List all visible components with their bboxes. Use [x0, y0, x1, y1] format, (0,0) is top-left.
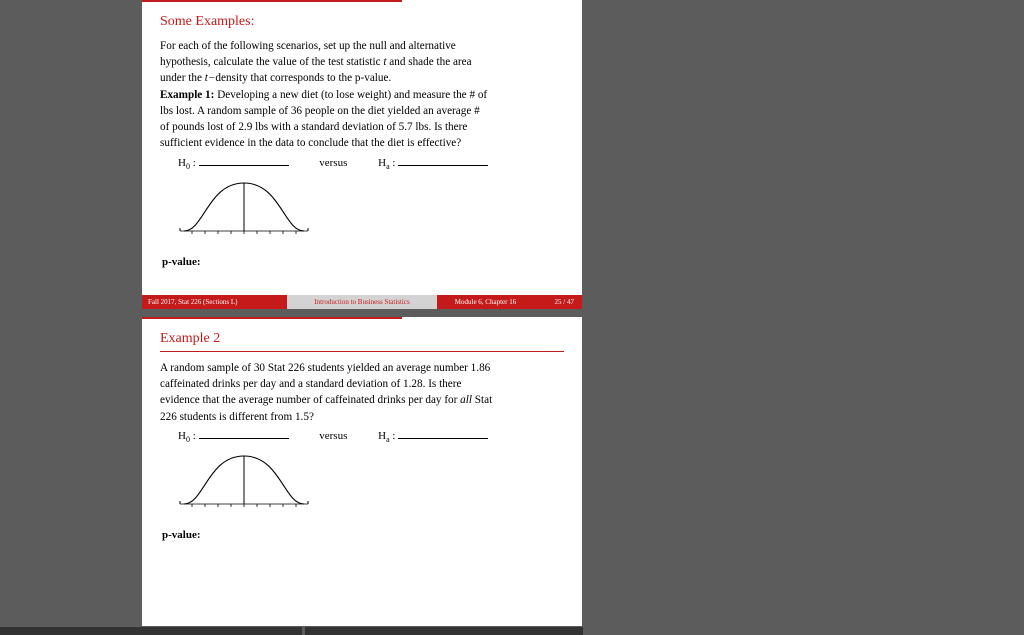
- footer-mid: Introduction to Business Statistics: [287, 295, 437, 309]
- text: lbs lost. A random sample of 36 people o…: [160, 105, 480, 117]
- text: H: [178, 157, 186, 169]
- bottom-bar-right: [305, 627, 583, 635]
- text: :: [190, 430, 199, 442]
- ha-symbol: Ha: [378, 430, 390, 442]
- text: :: [190, 157, 199, 169]
- p-value-label: p-value:: [162, 529, 564, 541]
- text-italic: all: [460, 394, 472, 406]
- hypothesis-row: H0 : versus Ha :: [178, 429, 564, 444]
- bell-curve-icon: [174, 175, 314, 247]
- text: sufficient evidence in the data to concl…: [160, 137, 461, 149]
- example-1-label: Example 1:: [160, 89, 214, 101]
- text: 226 students is different from 1.5?: [160, 411, 314, 423]
- ha-blank: [398, 156, 488, 166]
- hypothesis-row: H0 : versus Ha :: [178, 156, 564, 171]
- slide-1: Some Examples: For each of the following…: [142, 0, 582, 309]
- slide-2: Example 2 A random sample of 30 Stat 226…: [142, 317, 582, 626]
- h0-blank: [199, 156, 289, 166]
- text: evidence that the average number of caff…: [160, 394, 460, 406]
- text: density that corresponds to the p-value.: [215, 72, 391, 84]
- p-value-label: p-value:: [162, 256, 564, 268]
- versus-label: versus: [319, 157, 347, 169]
- slide-1-title: Some Examples:: [160, 14, 564, 30]
- versus-label: versus: [319, 430, 347, 442]
- slide-topbar: [142, 0, 402, 2]
- text: :: [390, 430, 399, 442]
- h0-symbol: H0: [178, 157, 190, 169]
- slide-2-body: A random sample of 30 Stat 226 students …: [160, 360, 564, 425]
- text: under the: [160, 72, 205, 84]
- text: of pounds lost of 2.9 lbs with a standar…: [160, 121, 467, 133]
- slide-1-intro: For each of the following scenarios, set…: [160, 38, 564, 152]
- footer-left: Fall 2017, Stat 226 (Sections L): [142, 295, 287, 309]
- text: H: [378, 430, 386, 442]
- text: Developing a new diet (to lose weight) a…: [214, 89, 487, 101]
- h0-symbol: H0: [178, 430, 190, 442]
- slide-content: Some Examples: For each of the following…: [142, 8, 582, 268]
- text: For each of the following scenarios, set…: [160, 40, 456, 52]
- text: H: [178, 430, 186, 442]
- footer-page: 25 / 47: [551, 295, 578, 309]
- slide-2-title: Example 2: [160, 331, 564, 347]
- slide-topbar: [142, 317, 402, 319]
- title-rule: [160, 351, 564, 352]
- text-italic: t−: [205, 72, 216, 84]
- text: A random sample of 30 Stat 226 students …: [160, 362, 490, 374]
- h0-blank: [199, 429, 289, 439]
- text: and shade the area: [386, 56, 471, 68]
- density-curve-2: [174, 448, 564, 525]
- text: Stat: [472, 394, 492, 406]
- slide-content: Example 2 A random sample of 30 Stat 226…: [142, 325, 582, 541]
- text: hypothesis, calculate the value of the t…: [160, 56, 383, 68]
- ha-blank: [398, 429, 488, 439]
- slide-footer: Fall 2017, Stat 226 (Sections L) Introdu…: [142, 295, 582, 309]
- bottom-bar-left: [0, 627, 302, 635]
- bell-curve-icon: [174, 448, 314, 520]
- ha-symbol: Ha: [378, 157, 390, 169]
- text: :: [390, 157, 399, 169]
- text: H: [378, 157, 386, 169]
- text: caffeinated drinks per day and a standar…: [160, 378, 461, 390]
- density-curve-1: [174, 175, 564, 252]
